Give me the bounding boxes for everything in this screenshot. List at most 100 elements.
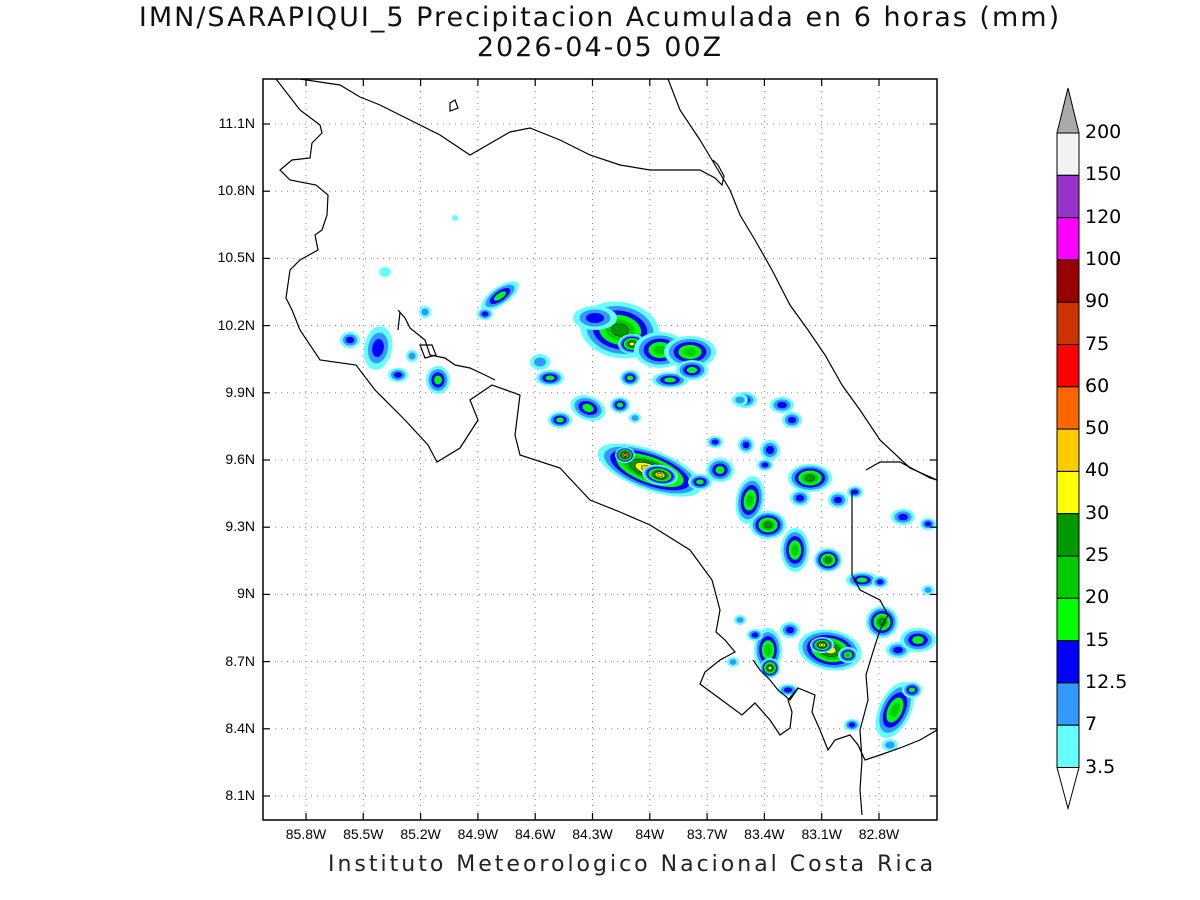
precip-contour [848, 722, 856, 728]
lon-label: 83.4W [744, 826, 785, 842]
precip-contour [715, 466, 725, 474]
panama-coast [865, 461, 937, 481]
precip-contour [795, 494, 805, 502]
precip-contour [783, 687, 793, 693]
colorbar-label: 30 [1085, 501, 1110, 524]
precip-contour [683, 347, 697, 357]
precipitation-field [340, 215, 936, 751]
precip-contour [686, 366, 698, 374]
precip-contour [777, 401, 787, 409]
precip-contour [785, 626, 795, 634]
precip-contour [582, 403, 594, 413]
colorbar-label: 3.5 [1085, 755, 1116, 778]
panama-border [851, 490, 889, 816]
lat-label: 9.6N [225, 451, 255, 467]
precip-contour [763, 521, 773, 529]
colorbar-label: 60 [1085, 374, 1110, 397]
precip-contour [893, 646, 903, 654]
lat-label: 8.1N [225, 787, 255, 803]
colorbar-label: 25 [1085, 544, 1110, 566]
precip-contour [824, 557, 832, 563]
precip-contour [345, 336, 355, 344]
lat-label: 10.8N [217, 182, 255, 199]
lon-label: 83.1W [801, 826, 842, 842]
lon-label: 83.7W [686, 826, 728, 842]
precip-contour [898, 513, 908, 521]
precip-contour [556, 417, 564, 423]
colorbar-segment [1056, 555, 1080, 599]
colorbar-segment [1056, 132, 1080, 176]
lon-label: 84.9W [457, 826, 499, 842]
precip-contour [791, 544, 799, 556]
precip-contour [735, 396, 745, 404]
lon-label: 85.2W [400, 826, 441, 842]
colorbar-segment [1056, 682, 1080, 726]
colorbar-label: 100 [1085, 247, 1122, 270]
precip-contour [804, 474, 816, 482]
colorbar-segment [1056, 470, 1080, 515]
colorbar-segment [1056, 344, 1080, 388]
caribbean-coast [667, 79, 937, 481]
precip-contour [434, 375, 442, 385]
precip-contour [379, 267, 391, 277]
colorbar-segment [1056, 301, 1080, 346]
precip-contour [908, 687, 916, 693]
island [449, 99, 459, 112]
colorbar-label: 12.5 [1085, 670, 1128, 693]
precip-contour [372, 339, 384, 357]
precip-contour [742, 441, 750, 449]
precip-contour [696, 479, 704, 485]
precip-contour [711, 439, 719, 445]
colorbar-label: 15 [1085, 628, 1110, 651]
nicaragua-border [299, 79, 725, 187]
precip-contour [729, 659, 737, 665]
precip-contour [761, 462, 769, 468]
precip-contour [611, 323, 629, 337]
precip-contour [494, 291, 506, 301]
precip-contour [890, 702, 900, 718]
lat-label: 9.3N [225, 518, 255, 535]
precip-contour [764, 644, 772, 656]
peninsula-nicoya-gulf [397, 309, 496, 381]
precip-contour [631, 415, 639, 421]
lat-label: 8.4N [225, 719, 255, 736]
colorbar-over-triangle [1056, 87, 1080, 134]
colorbar-label: 120 [1085, 205, 1122, 228]
colorbar-label: 40 [1085, 459, 1110, 482]
colorbar-segment [1056, 386, 1080, 430]
precip-contour [885, 741, 895, 749]
colorbar-label: 75 [1085, 332, 1110, 355]
lon-label: 85.5W [343, 826, 384, 842]
precip-contour [819, 643, 825, 647]
osa-peninsula [752, 659, 799, 701]
precip-contour [585, 313, 605, 323]
map-valid-time: 2026-04-05 00Z [476, 32, 724, 63]
costa-rica-coastline [275, 79, 937, 761]
precip-contour [845, 652, 851, 658]
precip-contour [876, 579, 884, 585]
precip-contour [481, 311, 489, 317]
precip-contour [856, 577, 868, 583]
map-frame [262, 78, 938, 821]
colorbar-segment [1056, 597, 1080, 642]
precip-contour [767, 665, 773, 671]
colorbar-label: 20 [1085, 586, 1110, 609]
precip-contour [924, 521, 932, 527]
precip-contour [912, 636, 924, 644]
precip-contour [534, 357, 546, 367]
precip-contour [408, 352, 416, 360]
precip-contour [393, 372, 403, 378]
precip-contour [765, 445, 775, 455]
lon-label: 84.6W [514, 826, 556, 842]
lat-label: 9N [237, 585, 255, 602]
colorbar-label: 90 [1085, 290, 1110, 313]
precip-contour [664, 377, 676, 383]
colorbar-segment [1056, 428, 1080, 472]
precip-contour [545, 375, 555, 381]
precip-contour [746, 493, 754, 507]
colorbar-segment [1056, 640, 1080, 684]
colorbar-label: 7 [1085, 713, 1098, 736]
lon-label: 84W [635, 826, 665, 842]
precip-contour [629, 341, 635, 347]
